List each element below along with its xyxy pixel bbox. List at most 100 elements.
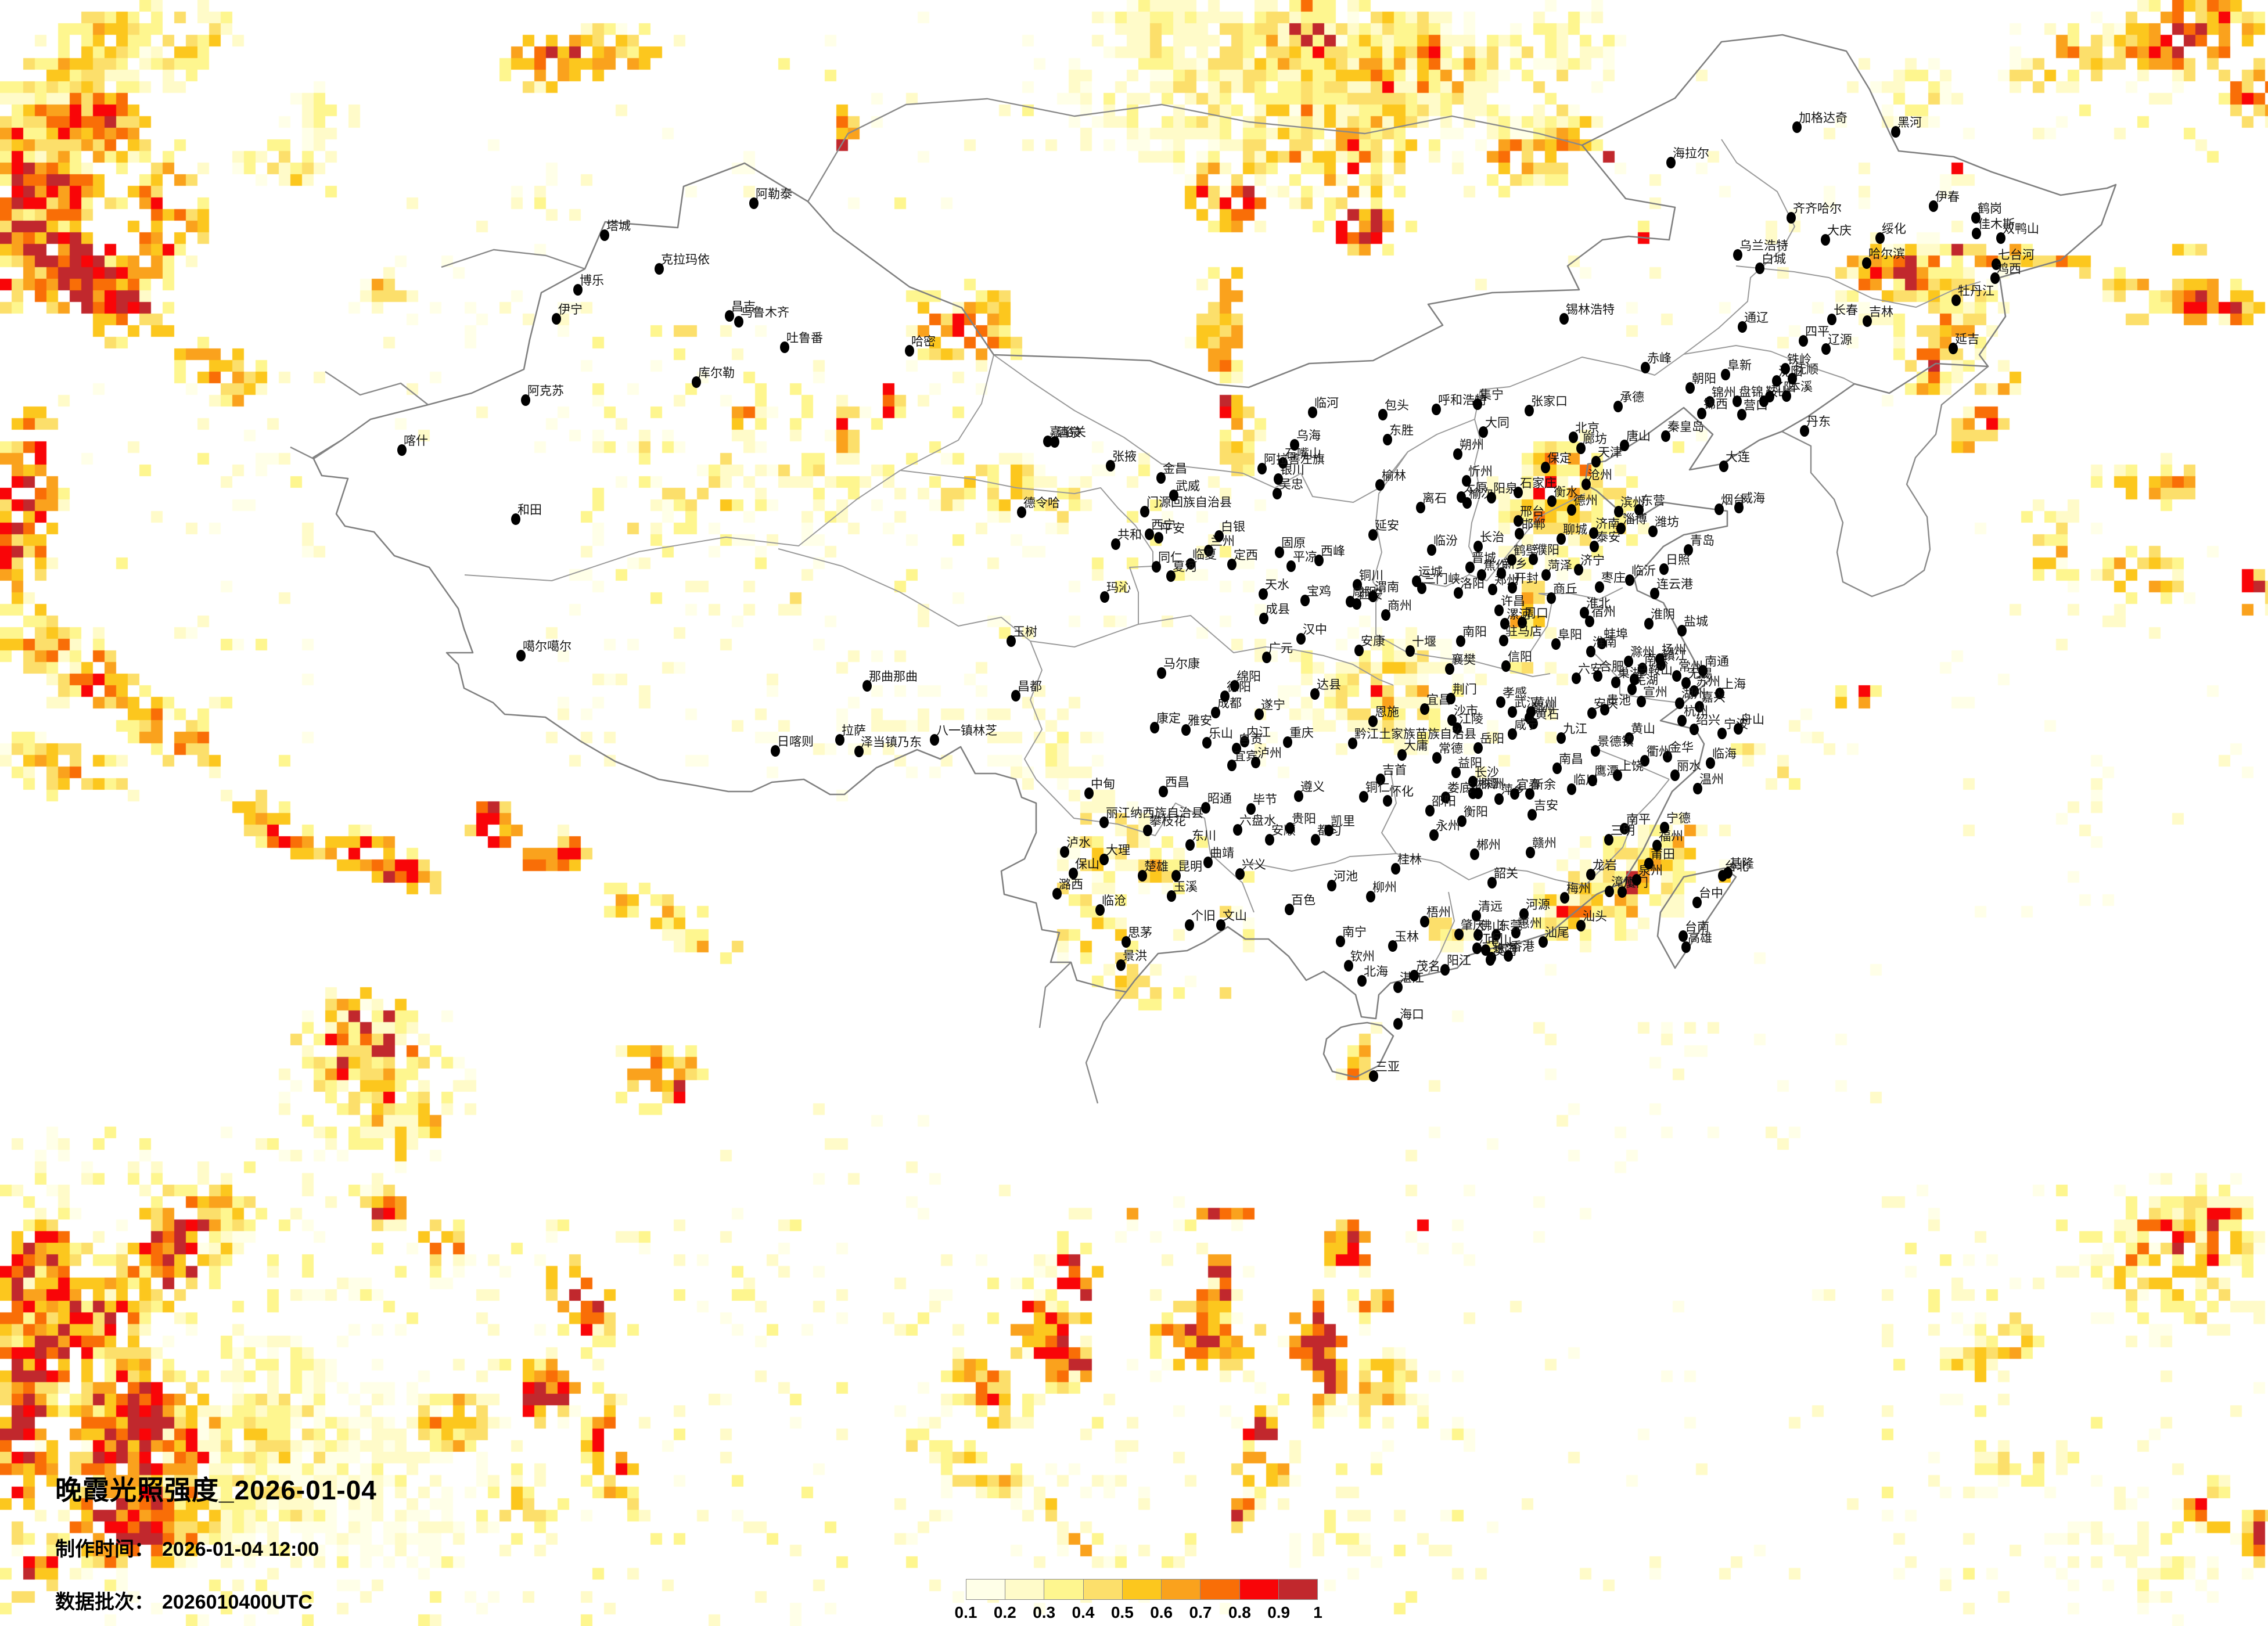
production-time-row: 制作时间： 2026-01-04 12:00	[55, 1533, 377, 1562]
city-label: 周口	[1524, 607, 1548, 620]
city-marker: 金昌	[1156, 462, 1187, 484]
foreign-border-stub	[1085, 991, 1127, 1104]
city-marker: 黄州	[1526, 696, 1557, 718]
city-marker: 景德镇	[1591, 735, 1634, 757]
city-label: 嘉峪关	[1049, 426, 1086, 439]
city-dot	[1723, 867, 1733, 879]
city-label: 邵阳	[1432, 795, 1456, 808]
city-label: 大理	[1106, 844, 1130, 857]
city-label: 楚雄	[1144, 860, 1169, 873]
city-marker: 绵阳	[1230, 670, 1261, 692]
city-dot	[1600, 704, 1609, 715]
city-label: 衢州	[1647, 745, 1671, 758]
city-marker: 大同	[1479, 416, 1509, 438]
city-label: 通辽	[1744, 311, 1769, 325]
city-dot	[1875, 232, 1885, 244]
city-dot	[1576, 443, 1586, 454]
city-dot	[1604, 834, 1613, 846]
city-marker: 龙岩	[1586, 859, 1617, 880]
city-label: 大同	[1485, 416, 1509, 430]
city-marker: 辽源	[1821, 333, 1852, 355]
city-label: 清远	[1478, 900, 1503, 913]
city-dot	[1616, 523, 1626, 534]
city-dot	[1693, 783, 1702, 794]
colorbar-tick-label: 0.9	[1267, 1603, 1291, 1621]
city-marker: 宜昌	[1420, 693, 1451, 715]
city-dot	[1354, 645, 1364, 656]
city-label: 忻州	[1468, 465, 1493, 479]
city-dot	[1230, 680, 1239, 692]
colorbar-tick-label: 0.5	[1110, 1603, 1134, 1621]
city-dot	[1285, 822, 1295, 834]
city-marker: 忻州	[1462, 465, 1493, 487]
city-label: 德州	[1573, 494, 1598, 508]
city-dot	[1652, 840, 1662, 851]
city-dot	[905, 345, 914, 357]
city-dot	[1821, 234, 1830, 246]
city-marker: 黄山	[1624, 722, 1655, 744]
city-dot	[1308, 406, 1317, 418]
city-label: 常德	[1439, 742, 1463, 756]
city-dot	[1632, 874, 1641, 886]
city-label: 马鞍山	[1636, 664, 1673, 677]
city-marker: 金华	[1663, 741, 1694, 762]
city-marker: 重庆	[1283, 726, 1314, 748]
city-marker: 黑河	[1891, 116, 1922, 138]
city-dot	[1650, 588, 1659, 599]
colorbar-tick-labels: 0.1 0.2 0.3 0.4 0.5 0.6 0.7 0.8 0.9 1	[955, 1603, 1322, 1624]
city-marker: 吴忠	[1273, 478, 1303, 499]
city-label: 梅州	[1566, 882, 1591, 895]
colorbar-tick-label: 0.4	[1072, 1603, 1095, 1621]
city-marker: 上海	[1715, 678, 1746, 699]
city-marker: 喀什	[397, 434, 428, 456]
city-marker: 绥化	[1875, 222, 1906, 244]
city-label: 百色	[1291, 894, 1315, 907]
city-dot	[1420, 703, 1429, 715]
city-dot	[1670, 769, 1680, 781]
city-marker: 丽水	[1670, 760, 1701, 781]
city-label: 铁岭	[1787, 353, 1811, 366]
city-label: 阿拉善左旗	[1264, 453, 1325, 466]
taiwan-island	[1656, 867, 1737, 969]
city-label: 娄底	[1447, 782, 1472, 795]
city-dot	[1675, 697, 1684, 709]
city-marker: 凯里	[1324, 815, 1355, 836]
city-dot	[1508, 728, 1517, 740]
city-dot	[1656, 659, 1666, 671]
city-label: 柳州	[1372, 881, 1397, 894]
city-dot	[1099, 816, 1109, 828]
city-marker: 贵池	[1600, 694, 1631, 715]
city-dot	[1007, 635, 1016, 647]
city-label: 成县	[1266, 603, 1290, 616]
city-marker: 中山	[1481, 934, 1512, 956]
city-label: 泽当镇乃东	[861, 736, 922, 749]
city-label: 绍兴	[1696, 714, 1720, 727]
city-label: 吉林	[1869, 305, 1893, 319]
city-marker: 昭通	[1201, 792, 1232, 814]
city-marker: 上饶	[1613, 760, 1644, 781]
city-dot	[1100, 591, 1109, 603]
city-dot	[552, 313, 561, 325]
city-dot	[1929, 200, 1938, 212]
city-dot	[1499, 635, 1508, 646]
city-marker: 武威	[1169, 480, 1200, 501]
city-dot	[1369, 1070, 1378, 1082]
city-marker: 盐城	[1677, 615, 1708, 636]
city-marker: 洛阳	[1454, 577, 1485, 599]
city-marker: 湛江	[1393, 972, 1424, 993]
city-marker: 沙市	[1447, 704, 1478, 726]
city-marker: 梧州	[1420, 906, 1451, 927]
city-dot	[1336, 936, 1345, 947]
city-dot	[1412, 575, 1421, 587]
city-marker: 马尔康	[1157, 657, 1200, 679]
city-dot	[1547, 592, 1556, 604]
city-dot	[1462, 475, 1471, 487]
city-dot	[1788, 373, 1797, 384]
city-dot	[1432, 404, 1441, 415]
city-label: 贵池	[1606, 694, 1631, 707]
city-label: 商州	[1388, 599, 1412, 613]
city-dot	[1383, 434, 1392, 445]
city-marker: 哈尔滨	[1862, 247, 1905, 269]
city-marker: 离石	[1416, 492, 1447, 513]
city-label: 廊坊	[1583, 433, 1607, 446]
